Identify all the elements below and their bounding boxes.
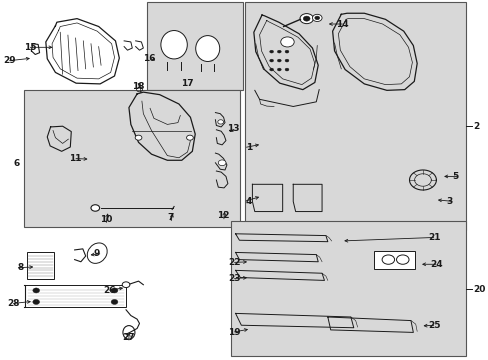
Ellipse shape (195, 36, 219, 62)
Text: 9: 9 (94, 249, 100, 258)
Text: 8: 8 (18, 264, 24, 273)
Circle shape (135, 135, 142, 140)
Bar (146, 3, 243, 90)
Text: 20: 20 (472, 285, 485, 294)
Circle shape (280, 37, 294, 47)
Circle shape (33, 300, 40, 305)
Bar (230, 221, 465, 356)
Text: 24: 24 (429, 260, 442, 269)
Text: 1: 1 (245, 143, 252, 152)
Circle shape (277, 68, 281, 71)
Text: 10: 10 (100, 215, 112, 224)
Bar (373, 251, 414, 269)
Bar (25, 285, 126, 307)
Text: 14: 14 (336, 19, 348, 28)
Text: 16: 16 (143, 54, 156, 63)
Circle shape (312, 14, 322, 22)
Text: 18: 18 (132, 82, 144, 91)
Circle shape (33, 288, 40, 293)
Circle shape (269, 59, 273, 62)
Circle shape (218, 160, 225, 166)
Text: 25: 25 (427, 321, 439, 330)
Circle shape (381, 255, 394, 264)
Circle shape (396, 255, 408, 264)
Circle shape (299, 14, 313, 24)
Text: 12: 12 (217, 211, 229, 220)
Text: 21: 21 (427, 233, 439, 242)
Bar (244, 3, 465, 230)
Text: 4: 4 (245, 197, 252, 206)
Text: 28: 28 (7, 299, 20, 308)
Circle shape (136, 87, 142, 92)
Circle shape (285, 50, 288, 53)
Circle shape (314, 16, 319, 20)
Circle shape (186, 135, 193, 140)
Circle shape (303, 16, 309, 21)
Text: 3: 3 (445, 197, 451, 206)
Circle shape (285, 68, 288, 71)
Bar (24, 90, 240, 226)
Text: 6: 6 (13, 159, 20, 168)
Text: 29: 29 (3, 57, 16, 66)
Text: 15: 15 (23, 43, 36, 52)
Text: 2: 2 (472, 122, 479, 131)
Circle shape (277, 59, 281, 62)
Text: 22: 22 (227, 258, 240, 267)
Circle shape (217, 120, 223, 124)
Circle shape (269, 68, 273, 71)
Text: 23: 23 (227, 274, 240, 283)
Circle shape (91, 205, 100, 211)
Text: 19: 19 (227, 328, 240, 337)
Circle shape (111, 300, 118, 305)
Bar (26, 252, 54, 279)
Circle shape (111, 288, 118, 293)
Circle shape (285, 59, 288, 62)
Ellipse shape (161, 31, 187, 59)
Text: 5: 5 (451, 172, 457, 181)
Circle shape (122, 282, 130, 288)
Text: 27: 27 (122, 333, 135, 342)
Text: 7: 7 (167, 213, 174, 222)
Circle shape (277, 50, 281, 53)
Text: 11: 11 (69, 154, 81, 163)
Text: 17: 17 (181, 79, 193, 88)
Text: 26: 26 (103, 286, 115, 295)
Text: 13: 13 (227, 123, 240, 132)
Circle shape (269, 50, 273, 53)
